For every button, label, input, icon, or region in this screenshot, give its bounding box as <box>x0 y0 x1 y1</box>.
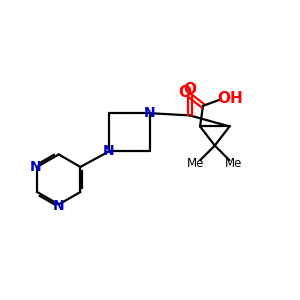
Text: O: O <box>183 82 196 97</box>
Text: N: N <box>30 160 41 174</box>
Text: O: O <box>178 85 191 100</box>
Text: N: N <box>53 199 64 213</box>
Text: OH: OH <box>218 91 243 106</box>
Text: N: N <box>103 145 115 158</box>
Text: N: N <box>144 106 156 120</box>
Text: Me: Me <box>225 157 243 170</box>
Text: Me: Me <box>187 157 204 170</box>
